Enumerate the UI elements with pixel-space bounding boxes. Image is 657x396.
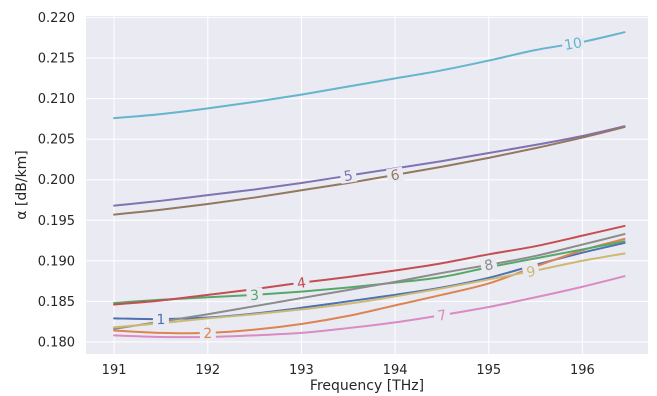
series-label-8: 8 [483, 257, 495, 274]
y-tick-label: 0.210 [38, 92, 75, 107]
y-tick-label: 0.205 [38, 133, 75, 148]
series-label-5: 5 [343, 168, 354, 185]
series-label-gap [199, 325, 217, 341]
x-axis-title: Frequency [THz] [310, 378, 424, 394]
series-labels: 1 2 3 4 5 6 7 8 9 10 [152, 34, 586, 342]
series-line-8 [113, 233, 626, 330]
y-tick-labels: 0.180 0.185 0.190 0.195 0.200 0.205 0.210 0.215… [38, 11, 75, 350]
plot-background [86, 16, 648, 354]
series-label-10: 10 [563, 35, 583, 54]
series-label-2: 2 [203, 326, 212, 342]
y-tick-label: 0.200 [38, 173, 75, 188]
series-label-gap [432, 306, 451, 324]
x-tick-label: 191 [102, 363, 127, 378]
y-axis-title: α [dB/km] [14, 150, 30, 220]
series-label-gap [292, 274, 311, 291]
series-label-gap [246, 287, 264, 303]
series-line-4 [113, 224, 626, 306]
y-tick-label: 0.190 [38, 254, 75, 269]
y-tick-label: 0.185 [38, 295, 75, 310]
y-tick-label: 0.215 [38, 52, 75, 67]
x-tick-label: 194 [383, 363, 408, 378]
x-tick-label: 196 [570, 363, 595, 378]
series-line-5 [113, 125, 626, 207]
series-lines [113, 31, 626, 339]
series-label-gap [521, 263, 541, 280]
series-label-4: 4 [296, 275, 307, 292]
series-line-6 [113, 126, 626, 216]
series-label-gap [479, 256, 498, 274]
series-label-3: 3 [250, 288, 260, 305]
grid-lines [86, 16, 648, 354]
series-label-1: 1 [156, 312, 165, 328]
series-line-9 [113, 252, 626, 329]
series-label-gap [339, 167, 358, 184]
y-tick-label: 0.195 [38, 214, 75, 229]
x-tick-label: 193 [289, 363, 314, 378]
x-tick-label: 195 [476, 363, 501, 378]
y-tick-label: 0.220 [38, 11, 75, 26]
series-label-6: 6 [390, 167, 402, 184]
series-label-7: 7 [436, 307, 447, 324]
series-label-gap [561, 34, 586, 53]
series-label-gap [386, 166, 405, 184]
series-label-9: 9 [525, 264, 537, 281]
series-line-10 [113, 31, 626, 120]
series-label-gap [152, 312, 169, 327]
x-tick-label: 192 [195, 363, 220, 378]
x-tick-labels: 191 192 193 194 195 196 [102, 363, 595, 378]
y-tick-label: 0.180 [38, 335, 75, 350]
